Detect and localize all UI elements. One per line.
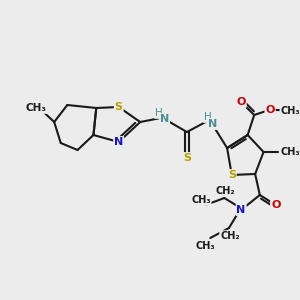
Text: CH₃: CH₃ xyxy=(191,195,211,205)
Text: CH₃: CH₃ xyxy=(280,147,300,157)
Text: CH₂: CH₂ xyxy=(220,231,240,241)
Text: N: N xyxy=(160,114,169,124)
Text: H: H xyxy=(155,108,163,118)
Text: CH₂: CH₂ xyxy=(215,186,235,196)
Text: S: S xyxy=(115,102,123,112)
Text: S: S xyxy=(228,170,236,180)
Text: CH₃: CH₃ xyxy=(280,106,300,116)
Text: O: O xyxy=(236,97,246,107)
Text: N: N xyxy=(114,137,123,147)
Text: H: H xyxy=(204,112,212,122)
Text: O: O xyxy=(266,105,275,115)
Text: N: N xyxy=(208,119,217,129)
Text: CH₃: CH₃ xyxy=(196,241,215,251)
Text: O: O xyxy=(271,200,281,210)
Text: S: S xyxy=(183,153,191,163)
Text: N: N xyxy=(236,205,246,215)
Text: CH₃: CH₃ xyxy=(26,103,47,113)
